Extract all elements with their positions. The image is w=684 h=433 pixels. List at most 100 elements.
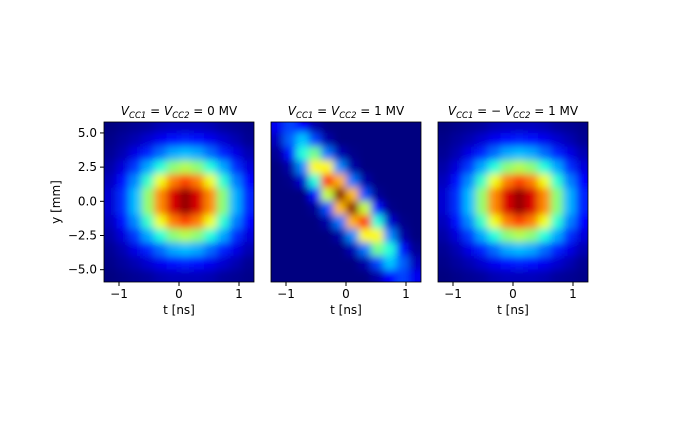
heatmap-cell	[475, 256, 489, 271]
heatmap-cell	[550, 146, 564, 161]
heatmap-cell	[550, 242, 564, 257]
heatmap-cell	[575, 122, 588, 134]
heatmap-cell	[563, 228, 577, 243]
heatmap-cell	[487, 201, 502, 216]
heatmap-cell	[216, 173, 230, 189]
heatmap-cell	[216, 160, 230, 175]
heatmap-cell	[500, 242, 514, 257]
heatmap-cell	[308, 201, 322, 216]
heatmap-cell	[241, 269, 254, 282]
heatmap-cell	[575, 132, 588, 148]
heatmap-cell	[104, 122, 118, 134]
title-subscript: CC1	[129, 111, 146, 121]
heatmap-cell	[346, 214, 360, 230]
heatmap-cell	[513, 228, 527, 243]
heatmap-cell	[563, 187, 577, 202]
heatmap-cell	[525, 146, 539, 161]
x-axis-label: t [ns]	[330, 303, 362, 317]
heatmap-cell	[104, 146, 118, 161]
heatmap-cell	[271, 187, 285, 202]
heatmap-cell	[487, 132, 502, 148]
x-tick-label: 0	[509, 287, 517, 301]
heatmap-cell	[179, 132, 193, 148]
heatmap-cell	[500, 201, 514, 216]
heatmap-cell	[383, 122, 397, 134]
heatmap-cell	[333, 201, 347, 216]
x-tick-label: 0	[342, 287, 350, 301]
heatmap-cell	[283, 242, 297, 257]
heatmap-cell	[575, 256, 588, 271]
heatmap-cell	[166, 228, 180, 243]
heatmap-cell	[383, 132, 397, 148]
heatmap-cell	[308, 122, 322, 134]
heatmap-cell	[371, 160, 385, 175]
heatmap-cell	[396, 122, 410, 134]
heatmap-cell	[513, 256, 527, 271]
y-tick-label: −2.5	[68, 229, 97, 243]
heatmap-cell	[191, 146, 205, 161]
heatmap-cell	[204, 228, 218, 243]
heatmap-cell	[500, 214, 514, 230]
heatmap-cell	[283, 187, 297, 202]
heatmap-cell	[104, 173, 118, 189]
heatmap-cell	[538, 122, 552, 134]
heatmap-cell	[475, 242, 489, 257]
heatmap-cell	[371, 122, 385, 134]
heatmap-cell	[513, 122, 527, 134]
heatmap-cell	[487, 187, 502, 202]
heatmap-cell	[487, 256, 502, 271]
heatmap-cell	[396, 160, 410, 175]
heatmap-cell	[179, 242, 193, 257]
heatmap-cell	[116, 214, 130, 230]
heatmap-cell	[153, 122, 168, 134]
heatmap-cell	[438, 201, 452, 216]
heatmap-cell	[104, 269, 118, 282]
x-tick-label: 1	[569, 287, 577, 301]
heatmap-cell	[371, 242, 385, 257]
heatmap-cell	[525, 256, 539, 271]
heatmap-cell	[463, 256, 477, 271]
heatmap-cell	[166, 242, 180, 257]
heatmap-cell	[179, 173, 193, 189]
heatmap-cell	[538, 269, 552, 282]
heatmap-cell	[153, 160, 168, 175]
heatmap-cell	[450, 228, 464, 243]
heatmap-cell	[204, 160, 218, 175]
heatmap-cell	[191, 132, 205, 148]
heatmap-cell	[116, 160, 130, 175]
heatmap-cell	[450, 122, 464, 134]
heatmap-cell	[283, 214, 297, 230]
title-part: V	[505, 104, 514, 118]
heatmap-cell	[320, 269, 335, 282]
heatmap-cell	[320, 256, 335, 271]
heatmap-cell	[333, 214, 347, 230]
heatmap-cell	[283, 173, 297, 189]
heatmap-cell	[396, 242, 410, 257]
heatmap-cell	[450, 269, 464, 282]
heatmap-cell	[475, 132, 489, 148]
x-tick-label: −1	[110, 287, 128, 301]
heatmap-cell	[179, 122, 193, 134]
heatmap-cell	[538, 173, 552, 189]
heatmap-cell	[563, 214, 577, 230]
heatmap-cell	[525, 122, 539, 134]
heatmap-cell	[513, 187, 527, 202]
heatmap-cell	[179, 201, 193, 216]
heatmap-cell	[563, 146, 577, 161]
heatmap-cell	[191, 269, 205, 282]
heatmap-cell	[358, 122, 372, 134]
heatmap-cell	[296, 228, 310, 243]
heatmap-cell	[229, 146, 243, 161]
heatmap-cell	[383, 228, 397, 243]
heatmap-cell	[283, 160, 297, 175]
heatmap-cell	[308, 242, 322, 257]
heatmap-cell	[166, 187, 180, 202]
heatmap-cell	[371, 256, 385, 271]
heatmap-cell	[438, 256, 452, 271]
heatmap-cell	[204, 122, 218, 134]
heatmap-cell	[396, 187, 410, 202]
heatmap-cell	[191, 187, 205, 202]
title-subscript: CC1	[296, 111, 313, 121]
heatmap-cell	[166, 173, 180, 189]
y-tick-label: 0.0	[78, 194, 97, 208]
